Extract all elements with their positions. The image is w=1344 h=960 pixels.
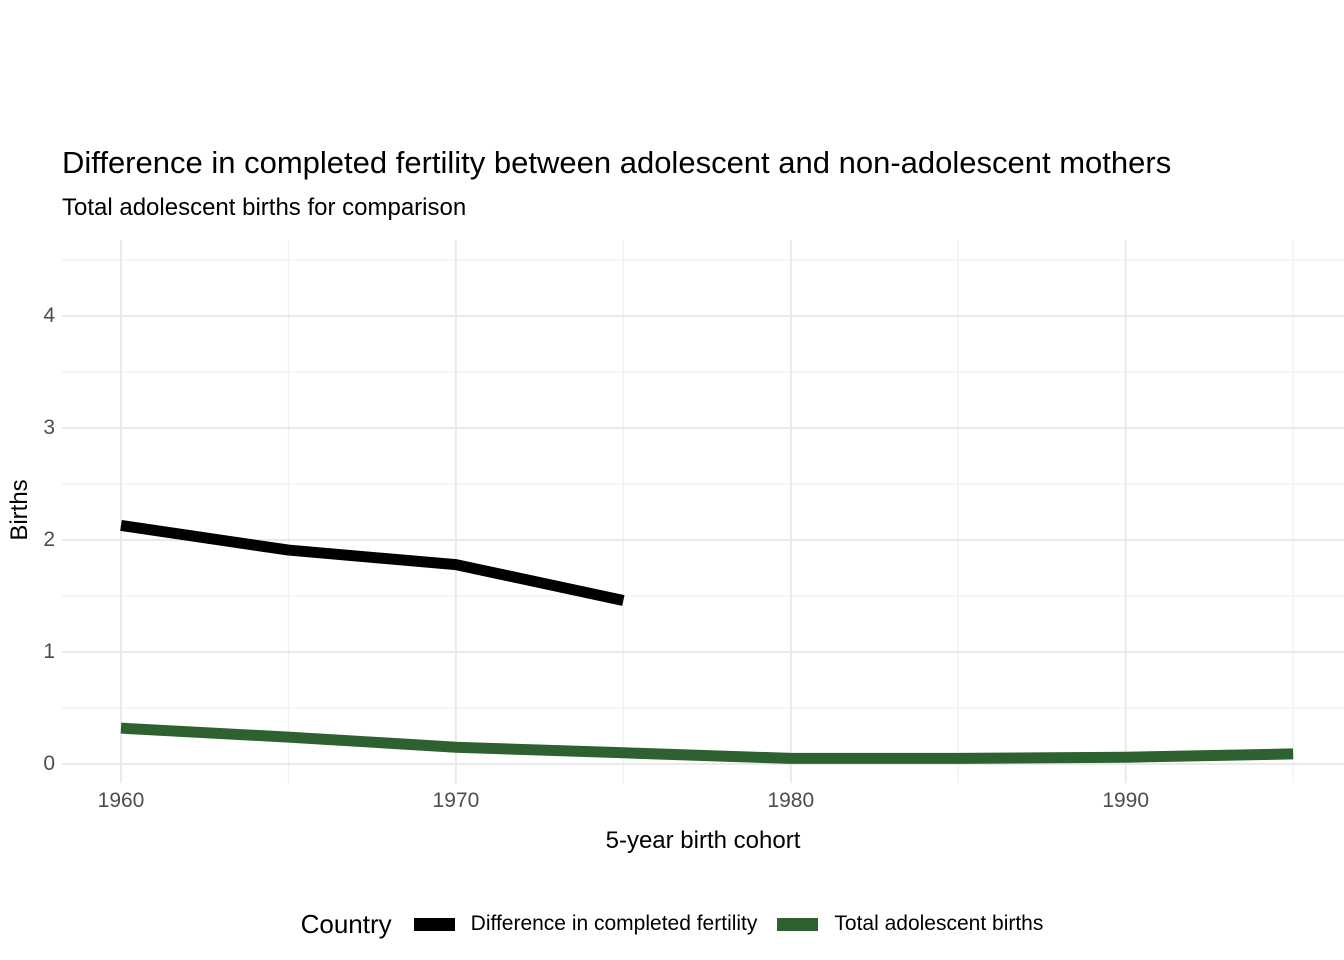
plot-subtitle: Total adolescent births for comparison [62, 194, 467, 221]
y-tick-label: 1 [43, 640, 55, 663]
y-tick-label: 4 [43, 304, 55, 327]
y-tick-label: 3 [43, 416, 55, 439]
gridlines-major [62, 240, 1344, 783]
data-lines [120, 519, 1294, 764]
y-axis-title: Births [6, 479, 33, 541]
legend-swatch-green-line [777, 917, 819, 931]
legend-title: Country [300, 908, 392, 939]
legend-item-total: Total adolescent births [777, 912, 1043, 936]
legend-item-difference: Difference in completed fertility [413, 912, 758, 936]
legend-label-difference: Difference in completed fertility [470, 912, 758, 935]
gridlines-minor [62, 240, 1344, 783]
series-line-total [120, 722, 1294, 764]
x-tick-label: 1990 [1102, 789, 1150, 812]
legend-swatch-black-line [413, 917, 455, 931]
y-tick-label: 0 [43, 752, 55, 775]
x-tick-label: 1970 [432, 789, 480, 812]
series-line-difference [120, 519, 625, 606]
legend: Country Difference in completed fertilit… [0, 900, 1344, 948]
plot-title: Difference in completed fertility betwee… [62, 145, 1172, 180]
x-tick-label: 1960 [97, 789, 145, 812]
x-tick-label: 1980 [767, 789, 815, 812]
x-axis-title: 5-year birth cohort [605, 827, 801, 854]
y-tick-label: 2 [43, 528, 55, 551]
legend-label-total: Total adolescent births [834, 912, 1044, 935]
